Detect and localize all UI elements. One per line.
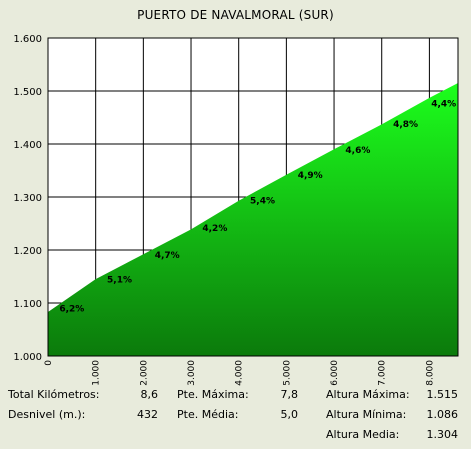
pte-maxima-value: 7,8 [280,388,299,401]
y-tick-label: 1.100 [13,299,42,310]
x-tick-label: 1.000 [92,360,102,386]
y-tick-label: 1.000 [13,352,42,363]
chart-title: PUERTO DE NAVALMORAL (SUR) [137,8,334,22]
segment-gradient-label: 4,7% [155,251,180,261]
y-tick-label: 1.600 [13,34,42,45]
altura-media-value: 1.304 [426,428,459,441]
total-km-value: 8,6 [140,388,159,401]
x-axis-ticks: 0 1.000 2.000 3.000 4.000 5.000 6.000 7.000 8.00… [44,360,435,386]
pte-maxima-label: Pte. Máxima: [177,388,249,401]
segment-gradient-label: 6,2% [59,305,84,315]
x-tick-label: 6.000 [330,360,340,386]
gradient-labels: 6,2% 5,1% 4,7% 4,2% 5,4% 4,9% 4,6% 4,8% 4,4% [59,99,456,314]
y-tick-label: 1.300 [13,193,42,204]
altura-media-label: Altura Media: [326,428,400,441]
altura-minima-value: 1.086 [426,408,459,421]
segment-gradient-label: 4,8% [393,120,418,130]
x-tick-label: 7.000 [378,360,388,386]
y-tick-label: 1.200 [13,246,42,257]
segment-gradient-label: 4,9% [298,171,323,181]
desnivel-label: Desnivel (m.): [8,408,86,421]
altura-minima-label: Altura Mínima: [326,408,407,421]
x-tick-label: 2.000 [139,360,149,386]
segment-gradient-label: 4,6% [345,146,370,156]
elevation-area [48,83,458,357]
x-tick-label: 4.000 [235,360,245,386]
altura-maxima-value: 1.515 [426,388,459,401]
x-tick-label: 3.000 [187,360,197,386]
desnivel-value: 432 [137,408,158,421]
x-tick-label: 5.000 [282,360,292,386]
pte-media-label: Pte. Média: [177,408,239,421]
x-tick-label: 8.000 [425,360,435,386]
total-km-label: Total Kilómetros: [8,388,100,401]
pte-media-value: 5,0 [280,408,299,421]
y-tick-label: 1.500 [13,87,42,98]
y-axis-ticks: 1.000 1.100 1.200 1.300 1.400 1.500 1.600 [13,34,42,363]
plot-border [47,37,459,357]
x-tick-label: 0 [44,360,54,366]
segment-gradient-label: 5,4% [250,197,275,207]
segment-gradient-label: 4,2% [202,224,227,234]
segment-gradient-label: 4,4% [431,99,456,109]
y-tick-label: 1.400 [13,140,42,151]
altura-maxima-label: Altura Máxima: [326,388,410,401]
segment-gradient-label: 5,1% [107,276,132,286]
